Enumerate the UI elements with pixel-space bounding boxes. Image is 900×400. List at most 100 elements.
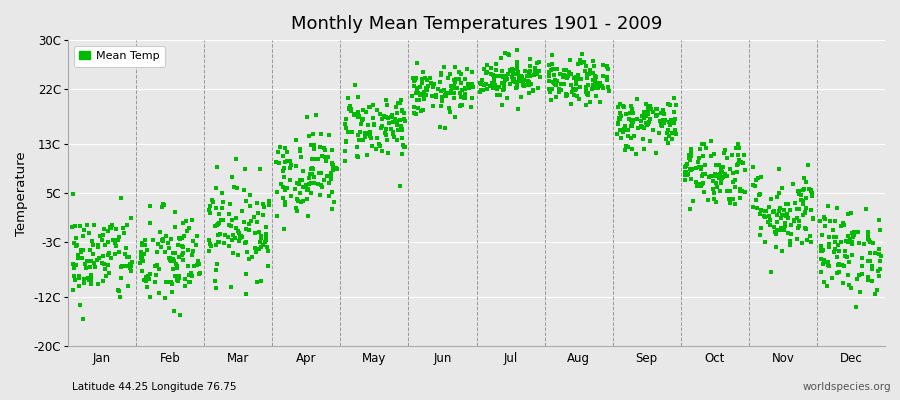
Point — [860, 232, 875, 239]
Point — [311, 180, 326, 187]
Point — [792, 223, 806, 229]
Point — [299, 182, 313, 188]
Point — [559, 92, 573, 99]
Point — [161, 245, 176, 251]
Point — [566, 74, 580, 81]
Point — [837, 222, 851, 228]
Point — [105, 222, 120, 228]
Point — [155, 236, 169, 243]
Point — [724, 200, 738, 206]
Point — [642, 119, 656, 126]
Point — [569, 81, 583, 88]
Point — [562, 57, 577, 64]
Point — [202, 240, 217, 247]
Point — [67, 273, 81, 280]
Point — [864, 278, 878, 284]
Point — [202, 248, 217, 254]
Point — [222, 211, 237, 217]
Point — [625, 118, 639, 124]
Point — [616, 128, 630, 135]
Point — [498, 77, 512, 83]
Point — [397, 116, 411, 122]
Point — [586, 70, 600, 76]
Point — [271, 148, 285, 155]
Point — [759, 208, 773, 215]
Point — [758, 208, 772, 214]
Point — [244, 218, 258, 224]
Point — [395, 135, 410, 141]
Point — [667, 120, 681, 126]
Point — [708, 161, 723, 168]
Point — [625, 121, 639, 127]
Point — [590, 84, 605, 90]
Point — [621, 133, 635, 139]
Point — [454, 102, 468, 108]
Point — [86, 222, 101, 228]
Point — [152, 289, 166, 296]
Point — [289, 205, 303, 212]
Point — [554, 87, 569, 93]
Point — [483, 82, 498, 89]
Point — [612, 116, 626, 122]
Point — [821, 203, 835, 210]
Point — [549, 94, 563, 100]
Point — [338, 138, 353, 144]
Point — [861, 237, 876, 244]
Point — [280, 149, 294, 155]
Point — [211, 221, 225, 227]
Point — [614, 112, 628, 119]
Point — [329, 166, 344, 172]
Point — [464, 69, 479, 76]
Point — [821, 258, 835, 265]
Point — [503, 80, 517, 87]
Point — [523, 63, 537, 69]
Point — [135, 240, 149, 246]
Point — [489, 61, 503, 67]
Point — [443, 70, 457, 77]
Point — [861, 277, 876, 283]
Point — [317, 145, 331, 152]
Point — [507, 78, 521, 85]
Point — [709, 172, 724, 179]
Point — [395, 126, 410, 132]
Point — [646, 127, 661, 134]
Point — [304, 180, 319, 186]
Point — [834, 262, 849, 269]
Point — [697, 189, 711, 196]
Point — [156, 238, 170, 244]
Point — [783, 238, 797, 244]
Point — [392, 117, 407, 123]
Point — [172, 254, 186, 260]
Point — [637, 146, 652, 152]
Point — [443, 90, 457, 96]
Point — [827, 248, 842, 255]
Title: Monthly Mean Temperatures 1901 - 2009: Monthly Mean Temperatures 1901 - 2009 — [291, 15, 662, 33]
Point — [797, 210, 812, 216]
Point — [625, 103, 639, 109]
Point — [496, 73, 510, 79]
Point — [369, 146, 383, 152]
Point — [581, 82, 596, 88]
Point — [143, 220, 157, 226]
Point — [836, 220, 850, 226]
Point — [239, 238, 254, 245]
Point — [718, 147, 733, 153]
Point — [161, 240, 176, 246]
Point — [509, 62, 524, 69]
Point — [171, 278, 185, 285]
Point — [484, 64, 499, 71]
Point — [601, 84, 616, 90]
Point — [243, 192, 257, 198]
Point — [517, 78, 531, 84]
Point — [714, 178, 728, 184]
Point — [164, 279, 178, 285]
Point — [360, 152, 374, 158]
Point — [305, 171, 320, 177]
Point — [452, 68, 466, 75]
Point — [695, 181, 709, 187]
Point — [202, 207, 217, 213]
Point — [454, 71, 468, 77]
Point — [280, 158, 294, 164]
Point — [410, 86, 424, 92]
Point — [523, 56, 537, 63]
